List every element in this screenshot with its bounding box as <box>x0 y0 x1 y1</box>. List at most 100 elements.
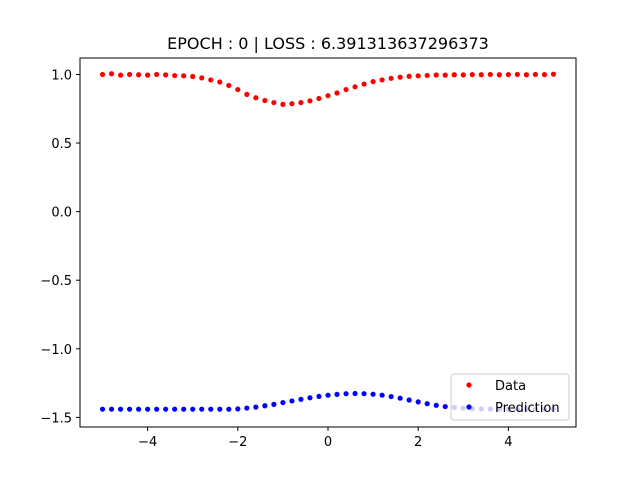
data-point <box>487 71 493 78</box>
data-point <box>208 406 214 412</box>
data-point <box>478 72 484 78</box>
data-point <box>235 406 241 412</box>
legend-box <box>450 373 570 421</box>
data-point <box>352 84 358 90</box>
x-tick-label: −2 <box>228 435 247 450</box>
data-point <box>154 406 160 412</box>
data-point <box>424 72 430 79</box>
data-point <box>352 390 358 397</box>
x-tick-label: 2 <box>414 435 422 450</box>
data-point <box>505 71 511 78</box>
data-point <box>262 403 268 409</box>
data-point <box>397 74 403 80</box>
legend: Data Prediction <box>450 373 570 421</box>
series-data <box>99 71 557 107</box>
data-point <box>298 396 304 402</box>
data-point <box>145 72 151 78</box>
data-point <box>108 406 115 412</box>
data-point <box>181 406 187 412</box>
data-point <box>172 72 178 79</box>
y-tick-label: −1.0 <box>40 343 72 358</box>
data-point <box>127 406 133 412</box>
data-point <box>190 406 196 412</box>
data-point <box>442 403 448 410</box>
data-point <box>343 391 349 397</box>
data-point <box>226 82 232 89</box>
data-point <box>163 72 169 78</box>
data-point <box>208 77 214 83</box>
x-axis: −4 −2 0 2 4 <box>138 427 513 450</box>
y-tick-label: −0.5 <box>40 274 72 289</box>
x-tick-label: 4 <box>504 435 512 450</box>
data-point <box>415 399 421 405</box>
data-point <box>424 401 430 407</box>
data-point <box>415 73 421 79</box>
data-point <box>108 71 115 77</box>
data-point <box>316 95 322 102</box>
data-point <box>271 99 277 106</box>
data-point <box>172 406 178 412</box>
data-point <box>532 71 539 78</box>
data-point <box>298 99 304 106</box>
data-point <box>226 406 232 412</box>
data-point <box>316 393 322 400</box>
data-point <box>280 399 286 406</box>
data-point <box>271 401 277 407</box>
data-point <box>379 77 385 83</box>
data-point <box>406 397 412 403</box>
data-point <box>280 101 286 107</box>
data-point <box>289 398 295 404</box>
data-point <box>361 81 367 87</box>
plot-frame <box>79 57 577 428</box>
legend-label-data: Data <box>495 379 526 394</box>
data-point <box>244 405 250 411</box>
data-point <box>190 73 196 80</box>
data-point <box>541 71 548 78</box>
data-point <box>99 71 106 78</box>
data-point <box>370 391 376 397</box>
data-point <box>136 406 142 412</box>
data-point <box>289 101 295 107</box>
data-point <box>117 406 124 412</box>
legend-marker-data <box>466 382 472 388</box>
data-point <box>163 406 169 412</box>
y-tick-label: 1.0 <box>51 68 72 83</box>
legend-label-prediction: Prediction <box>495 401 560 416</box>
y-tick-label: 0.0 <box>51 206 72 221</box>
data-point <box>307 98 313 104</box>
data-point <box>235 86 241 93</box>
data-point <box>523 72 530 78</box>
series-layer <box>99 71 557 412</box>
y-axis: 1.0 0.5 0.0 −0.5 −1.0 −1.5 <box>40 68 80 426</box>
x-tick-label: 0 <box>324 435 332 450</box>
legend-marker-prediction <box>466 404 472 410</box>
data-point <box>361 391 367 397</box>
data-point <box>181 73 187 79</box>
data-point <box>379 392 385 398</box>
data-point <box>388 393 394 400</box>
data-point <box>388 75 394 81</box>
data-point <box>253 95 259 101</box>
y-tick-label: 0.5 <box>51 137 72 152</box>
data-point <box>127 71 133 78</box>
data-point <box>217 406 223 412</box>
data-point <box>343 86 349 93</box>
data-point <box>451 72 457 78</box>
data-point <box>145 406 151 412</box>
data-point <box>397 395 403 401</box>
data-point <box>262 97 268 104</box>
data-point <box>199 406 205 412</box>
data-point <box>550 71 557 77</box>
chart-title: EPOCH : 0 | LOSS : 6.391313637296373 <box>167 34 489 53</box>
data-point <box>99 406 106 412</box>
data-point <box>433 402 439 408</box>
data-point <box>136 72 142 78</box>
data-point <box>117 72 124 78</box>
data-point <box>514 71 520 78</box>
data-point <box>253 404 259 410</box>
data-point <box>244 91 250 97</box>
data-point <box>460 72 466 78</box>
data-point <box>325 93 331 99</box>
x-tick-label: −4 <box>138 435 157 450</box>
